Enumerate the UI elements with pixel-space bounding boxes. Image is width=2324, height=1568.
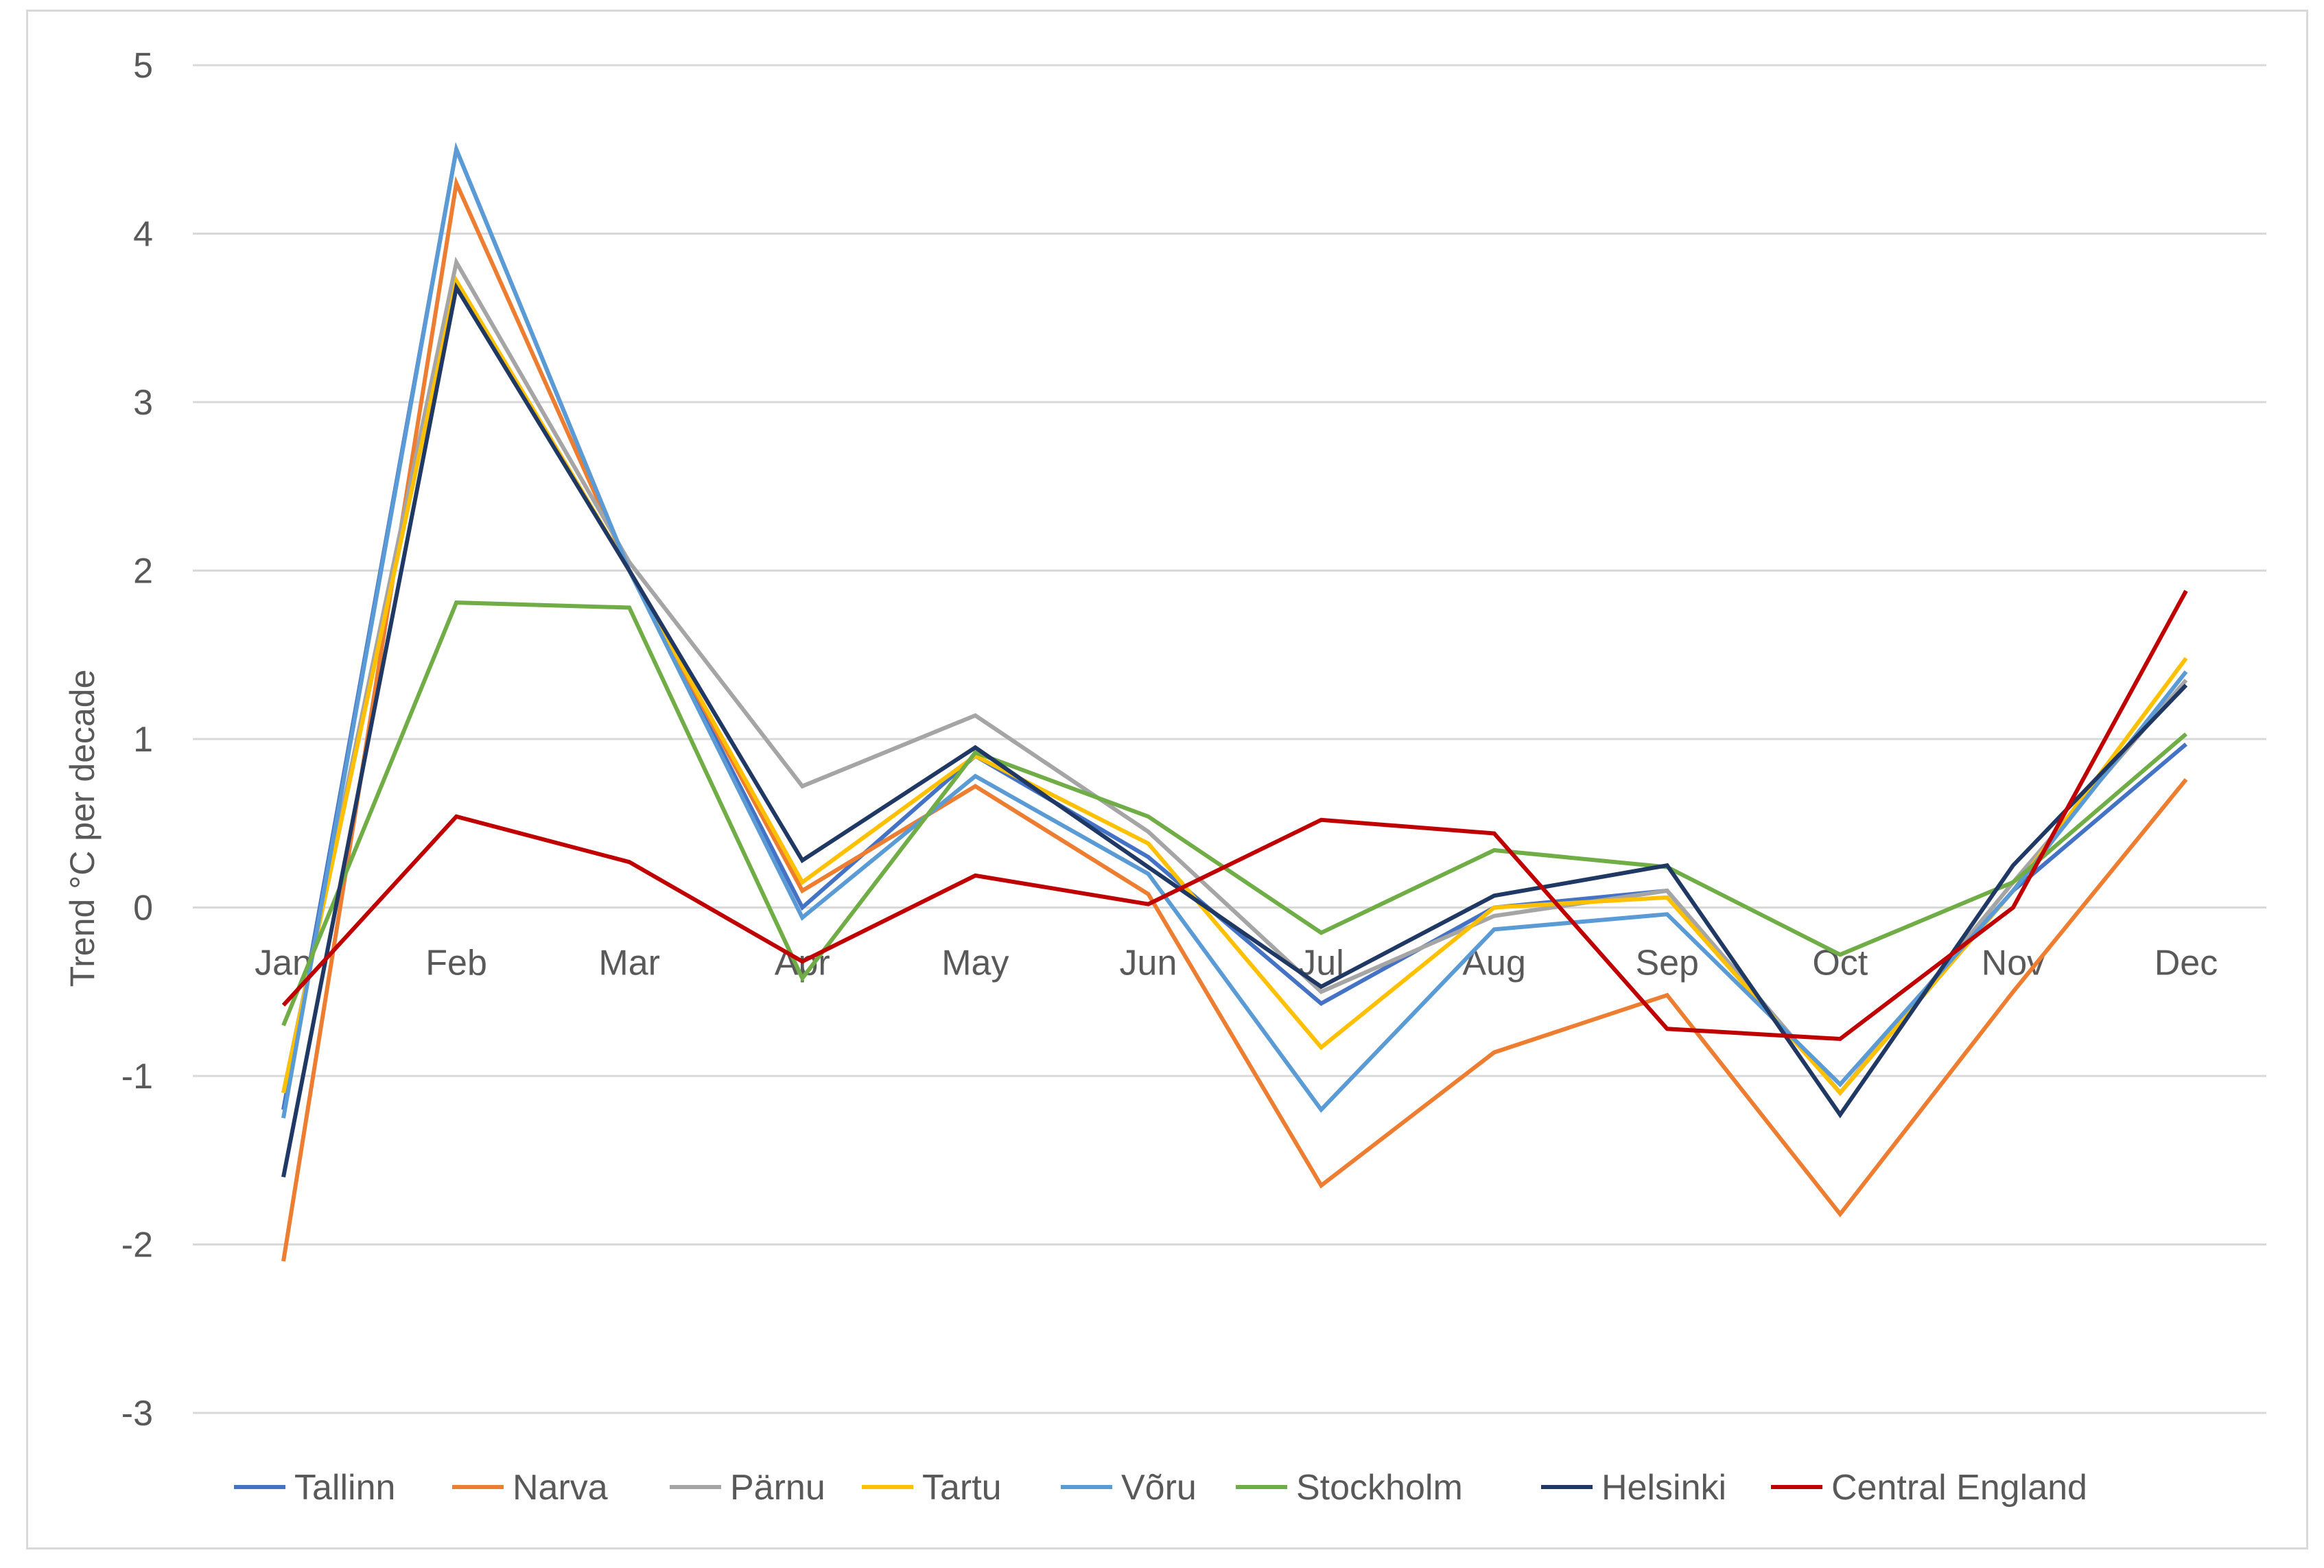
legend-label: Stockholm [1296,1468,1463,1508]
x-tick-label: Feb [425,944,487,983]
x-tick-label: Aug [1462,944,1526,983]
y-tick-label: 5 [133,46,153,86]
legend-label: Tartu [922,1468,1002,1508]
legend-item-stockholm: Stockholm [1236,1468,1463,1508]
series-line-helsinki [281,281,2188,1178]
y-tick-label: 3 [133,383,153,423]
y-tick-label: 2 [133,552,153,592]
y-axis-ticks: -3 -2 -1 0 1 2 3 4 5 [121,46,153,1434]
legend-item-tallinn: Tallinn [234,1468,395,1508]
y-tick-label: -1 [121,1057,153,1097]
x-tick-label: Oct [1812,944,1868,983]
series-lines [281,142,2188,1262]
series-line-stockholm [281,600,2187,1027]
x-tick-label: Dec [2155,944,2218,983]
x-tick-label: May [941,944,1009,983]
series-line-central-england [281,589,2188,1042]
x-tick-label: Jun [1120,944,1177,983]
chart-frame: -3 -2 -1 0 1 2 3 4 5 Jan Feb Mar Apr May Jun Jul Aug Sep… [26,10,2308,1549]
y-tick-label: -2 [121,1226,153,1265]
y-tick-label: 4 [133,215,153,255]
legend-item-p-rnu: Pärnu [670,1468,825,1508]
legend-item-central-england: Central England [1771,1468,2087,1508]
series-line-v-ru [281,142,2188,1119]
series-line-narva [281,176,2188,1262]
x-tick-label: Sep [1635,944,1699,983]
legend-item-v-ru: Võru [1061,1468,1197,1508]
legend-label: Tallinn [294,1468,395,1508]
legend-label: Pärnu [730,1468,825,1508]
series-line-p-rnu [281,256,2188,1097]
legend-label: Narva [513,1468,608,1508]
legend: Tallinn Narva Pärnu Tartu Võru Stockholm Helsi… [234,1468,2087,1508]
y-tick-label: 0 [133,889,153,928]
x-tick-label: Mar [598,944,660,983]
legend-item-helsinki: Helsinki [1541,1468,1726,1508]
legend-item-tartu: Tartu [862,1468,1002,1508]
legend-label: Helsinki [1601,1468,1726,1508]
legend-label: Central England [1831,1468,2087,1508]
legend-item-narva: Narva [452,1468,608,1508]
series-line-tallinn [281,142,2187,1110]
legend-label: Võru [1121,1468,1197,1508]
y-axis-title: Trend °C per decade [63,670,102,987]
x-axis-ticks: Jan Feb Mar Apr May Jun Jul Aug Sep Oct Nov Dec [255,944,2218,983]
y-tick-label: 1 [133,720,153,760]
y-tick-label: -3 [121,1394,153,1434]
